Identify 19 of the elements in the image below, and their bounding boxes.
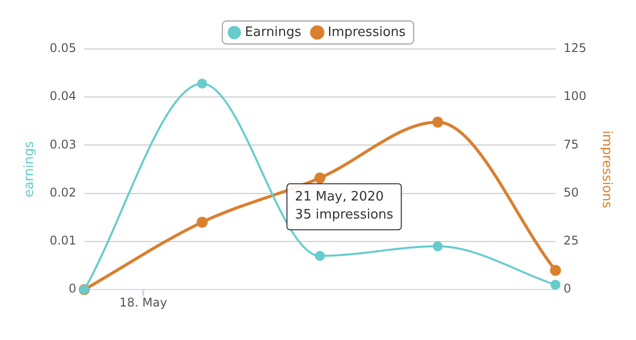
y2-axis-title: impressions — [598, 130, 614, 208]
y2-tick-label: 75 — [563, 137, 579, 152]
y-tick-label: 0.03 — [50, 137, 76, 152]
y-tick-label: 0.02 — [50, 185, 76, 200]
legend-label: Earnings — [244, 24, 302, 40]
annotation: 35 impressions — [294, 208, 394, 223]
text: 18. May — [119, 296, 168, 310]
y-axis-title: earnings — [22, 140, 38, 198]
y-tick-label: 0.01 — [50, 234, 76, 248]
legend-label: Impressions — [328, 24, 406, 40]
y2-tick-label: 100 — [563, 89, 586, 104]
y-tick-label: 0.05 — [50, 41, 76, 56]
y2-tick-label: 125 — [563, 41, 586, 56]
y2-tick-label: 50 — [563, 185, 579, 200]
y-tick-label: 0 — [68, 282, 76, 296]
y2-tick-label: 25 — [563, 234, 579, 248]
annotation: 21 May, 2020 — [294, 190, 384, 205]
y-tick-label: 0.04 — [50, 89, 76, 104]
y2-tick-label: 0 — [563, 282, 572, 296]
